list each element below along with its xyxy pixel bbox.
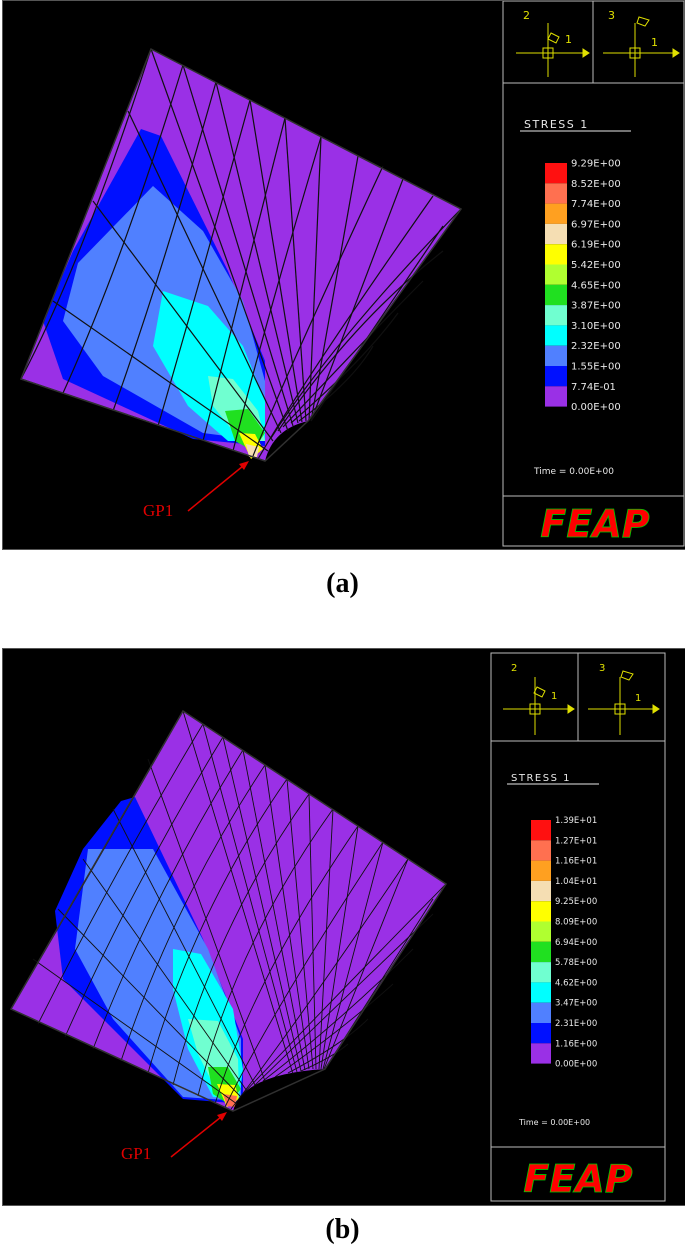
feap-logo: FEAP <box>523 1157 632 1201</box>
legend-value-label: 9.25E+00 <box>555 897 597 907</box>
legend-value-label: 6.97E+00 <box>571 219 621 230</box>
caption-a: (a) <box>326 568 359 599</box>
legend-value-label: 1.27E+01 <box>555 836 597 846</box>
time-label: Time = 0.00E+00 <box>533 467 614 477</box>
legend-swatch <box>531 921 551 942</box>
legend-value-label: 0.00E+00 <box>555 1060 597 1070</box>
gp1-annotation: GP1 <box>121 1112 227 1163</box>
axis-label-2: 2 <box>511 663 517 674</box>
contour-plot-b: GP1 2 1 3 1 STRESS 1 1.39E+011.27E+ <box>9 652 666 1202</box>
axis-label-1: 1 <box>565 33 572 46</box>
legend-value-label: 7.74E+00 <box>571 199 621 210</box>
legend-value-label: 8.09E+00 <box>555 917 597 927</box>
feap-logo: FEAP <box>540 502 649 546</box>
axis-label-2: 2 <box>523 9 530 22</box>
axes-triad-right <box>603 16 680 77</box>
legend-swatch <box>545 345 567 366</box>
legend-value-label: 1.55E+00 <box>571 362 621 373</box>
legend-title: STRESS 1 <box>511 773 571 784</box>
legend-swatch <box>531 1002 551 1023</box>
contour-plot-panel-a: GP1 2 1 3 1 STRESS 1 <box>2 0 685 550</box>
legend-swatch <box>545 163 567 184</box>
gp1-annotation: GP1 <box>143 461 249 520</box>
gp1-label: GP1 <box>143 501 173 520</box>
legend-swatch <box>531 880 551 902</box>
stress-band-peak <box>246 444 259 457</box>
legend-swatch <box>531 962 551 983</box>
legend-swatch <box>531 1043 551 1064</box>
legend-swatch <box>531 820 551 841</box>
legend-value-label: 2.31E+00 <box>555 1019 597 1029</box>
hole <box>233 1069 333 1119</box>
legend-swatch <box>531 840 551 861</box>
legend-colorbar: 9.29E+00 8.52E+00 7.74E+00 6.97E+00 6.19E+00… <box>545 159 621 413</box>
legend-swatch <box>545 223 567 245</box>
legend-swatch <box>531 901 551 922</box>
legend-value-label: 3.87E+00 <box>571 301 621 312</box>
legend-swatch <box>545 244 567 265</box>
hole <box>265 421 313 471</box>
legend-title: STRESS 1 <box>524 118 589 131</box>
axis-label-3: 3 <box>599 663 605 674</box>
axes-triad-left <box>503 677 575 735</box>
axes-triad-left <box>516 23 590 77</box>
legend-value-label: 1.16E+00 <box>555 1039 597 1049</box>
axis-label-1b: 1 <box>635 693 641 704</box>
legend-swatch <box>531 1023 551 1044</box>
axis-label-3: 3 <box>608 9 615 22</box>
legend-value-label: 7.74E-01 <box>571 382 616 393</box>
legend-swatch <box>531 941 551 963</box>
legend-value-label: 8.52E+00 <box>571 179 621 190</box>
legend-value-label: 1.04E+01 <box>555 877 597 887</box>
legend-value-label: 1.16E+01 <box>555 857 597 867</box>
legend-value-label: 5.78E+00 <box>555 958 597 968</box>
contour-plot-a: GP1 2 1 3 1 STRESS 1 <box>20 0 685 547</box>
plate-outline <box>20 47 463 462</box>
axis-label-1: 1 <box>551 691 557 702</box>
legend-swatch <box>545 386 567 407</box>
legend-value-label: 5.42E+00 <box>571 260 621 271</box>
caption-b: (b) <box>325 1214 360 1245</box>
mesh-lines <box>10 710 447 1112</box>
legend-swatch <box>545 264 567 285</box>
legend-swatch <box>545 203 567 224</box>
mesh-lines <box>20 48 462 462</box>
legend-value-label: 0.00E+00 <box>571 402 621 413</box>
legend-value-label: 4.65E+00 <box>571 280 621 291</box>
legend-swatch <box>545 284 567 306</box>
contour-plot-panel-b: GP1 2 1 3 1 STRESS 1 1.39E+01 1.27E+ <box>2 648 685 1206</box>
legend-value-label: 6.19E+00 <box>571 240 621 251</box>
legend-value-label: 6.94E+00 <box>555 938 597 948</box>
axes-triad-right <box>588 670 660 735</box>
legend-swatch <box>545 305 567 326</box>
legend-swatch <box>545 366 567 387</box>
legend-value-label: 1.39E+01 <box>555 816 597 826</box>
legend-value-label: 4.62E+00 <box>555 978 597 988</box>
gp1-label: GP1 <box>121 1144 151 1163</box>
info-column <box>490 652 666 1202</box>
legend-swatch <box>545 183 567 204</box>
axis-label-1b: 1 <box>651 36 658 49</box>
legend-value-label: 3.10E+00 <box>571 321 621 332</box>
legend-swatch <box>545 325 567 346</box>
legend-colorbar: 1.39E+01 1.27E+01 1.16E+01 1.04E+01 9.25E+00… <box>531 816 597 1070</box>
legend-swatch <box>531 982 551 1003</box>
legend-value-label: 9.29E+00 <box>571 159 621 170</box>
legend-value-label: 3.47E+00 <box>555 999 597 1009</box>
plate-outline <box>9 709 448 1112</box>
info-column <box>502 0 685 547</box>
legend-swatch <box>531 860 551 881</box>
legend-value-label: 2.32E+00 <box>571 341 621 352</box>
time-label: Time = 0.00E+00 <box>518 1118 590 1127</box>
